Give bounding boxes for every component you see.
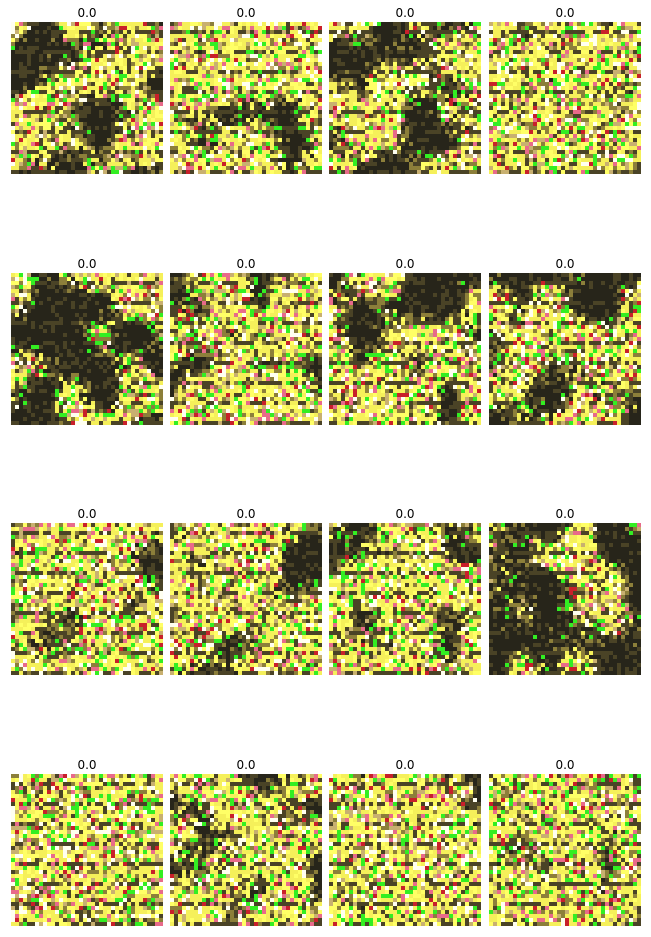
sample-panel: 0.0 xyxy=(489,5,641,175)
sample-title: 0.0 xyxy=(395,507,415,521)
sample-title: 0.0 xyxy=(236,507,256,521)
sample-title: 0.0 xyxy=(555,758,575,772)
sample-image xyxy=(11,273,163,425)
sample-image xyxy=(489,273,641,425)
sample-panel: 0.0 xyxy=(489,757,641,927)
sample-panel: 0.0 xyxy=(11,506,163,676)
sample-image xyxy=(489,774,641,926)
sample-panel: 0.0 xyxy=(329,256,481,426)
sample-title: 0.0 xyxy=(395,257,415,271)
sample-image xyxy=(329,22,481,174)
sample-title: 0.0 xyxy=(236,758,256,772)
sample-panel: 0.0 xyxy=(170,506,322,676)
sample-title: 0.0 xyxy=(77,6,97,20)
sample-image xyxy=(170,774,322,926)
sample-panel: 0.0 xyxy=(11,757,163,927)
sample-title: 0.0 xyxy=(555,6,575,20)
sample-image xyxy=(11,22,163,174)
sample-image xyxy=(489,523,641,675)
sample-image xyxy=(170,523,322,675)
sample-title: 0.0 xyxy=(77,758,97,772)
sample-title: 0.0 xyxy=(395,758,415,772)
sample-panel: 0.0 xyxy=(489,506,641,676)
sample-title: 0.0 xyxy=(77,507,97,521)
sample-panel: 0.0 xyxy=(170,256,322,426)
sample-image xyxy=(329,273,481,425)
sample-image xyxy=(11,774,163,926)
sample-image xyxy=(170,22,322,174)
sample-panel: 0.0 xyxy=(489,256,641,426)
sample-image xyxy=(329,523,481,675)
sample-title: 0.0 xyxy=(236,6,256,20)
sample-title: 0.0 xyxy=(77,257,97,271)
sample-title: 0.0 xyxy=(555,257,575,271)
sample-title: 0.0 xyxy=(555,507,575,521)
sample-title: 0.0 xyxy=(236,257,256,271)
sample-image xyxy=(329,774,481,926)
sample-image xyxy=(170,273,322,425)
sample-image xyxy=(11,523,163,675)
sample-image xyxy=(489,22,641,174)
sample-panel: 0.0 xyxy=(170,757,322,927)
sample-panel: 0.0 xyxy=(329,757,481,927)
sample-panel: 0.0 xyxy=(11,256,163,426)
sample-panel: 0.0 xyxy=(329,506,481,676)
sample-title: 0.0 xyxy=(395,6,415,20)
sample-panel: 0.0 xyxy=(329,5,481,175)
sample-panel: 0.0 xyxy=(11,5,163,175)
sample-panel: 0.0 xyxy=(170,5,322,175)
